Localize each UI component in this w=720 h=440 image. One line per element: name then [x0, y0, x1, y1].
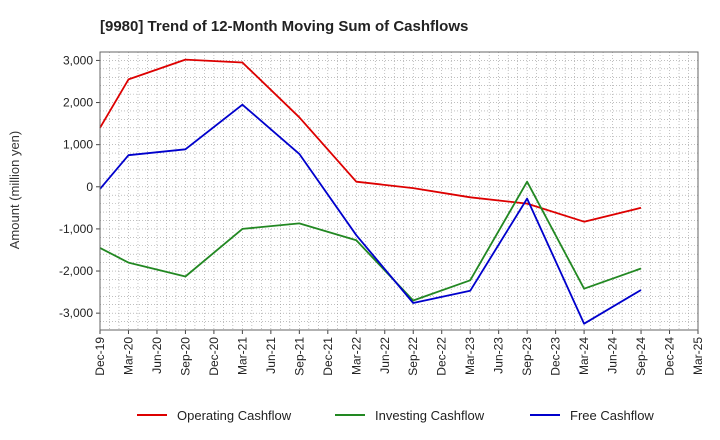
y-tick-label: -2,000 — [59, 264, 93, 278]
x-tick-label: Dec-24 — [663, 337, 677, 376]
chart-title: [9980] Trend of 12-Month Moving Sum of C… — [100, 18, 468, 35]
grid-lines — [99, 51, 699, 331]
series-line-operating-cashflow — [99, 58, 642, 223]
x-tick-label: Dec-23 — [549, 337, 563, 376]
x-tick-label: Sep-20 — [178, 337, 192, 376]
legend-label-investing-cashflow: Investing Cashflow — [375, 408, 485, 423]
series-line-free-cashflow — [99, 103, 642, 325]
x-tick-label: Sep-23 — [520, 337, 534, 376]
x-tick-label: Jun-24 — [606, 337, 620, 374]
x-tick-label: Jun-23 — [492, 337, 506, 374]
x-tick-label: Dec-19 — [93, 337, 107, 376]
plot-frame — [99, 51, 699, 331]
y-tick-label: 0 — [86, 180, 93, 194]
y-tick-label: -1,000 — [59, 222, 93, 236]
x-tick-label: Jun-21 — [264, 337, 278, 374]
legend-label-operating-cashflow: Operating Cashflow — [177, 408, 292, 423]
x-tick-label: Mar-22 — [349, 337, 363, 375]
x-tick-label: Sep-21 — [292, 337, 306, 376]
legend: Operating Cashflow Investing Cashflow Free… — [137, 408, 654, 423]
x-tick-label: Mar-20 — [121, 337, 135, 375]
series-line-investing-cashflow — [99, 180, 642, 302]
legend-label-free-cashflow: Free Cashflow — [570, 408, 654, 423]
series-lines — [99, 58, 642, 325]
y-axis-label: Amount (million yen) — [7, 131, 22, 250]
y-axis-ticks: 3,000 2,000 1,000 0 -1,000 -2,000 -3,000 — [59, 53, 100, 320]
x-tick-label: Mar-21 — [235, 337, 249, 375]
y-tick-label: 2,000 — [63, 96, 93, 110]
x-tick-label: Jun-20 — [150, 337, 164, 374]
x-tick-label: Mar-23 — [463, 337, 477, 375]
x-tick-label: Dec-22 — [435, 337, 449, 376]
y-tick-label: 3,000 — [63, 53, 93, 67]
y-tick-label: 1,000 — [63, 138, 93, 152]
x-tick-label: Sep-22 — [406, 337, 420, 376]
y-tick-label: -3,000 — [59, 306, 93, 320]
x-axis-ticks: Dec-19 Mar-20 Jun-20 Sep-20 Dec-20 Mar-21 Jun-… — [93, 330, 705, 376]
x-tick-label: Dec-20 — [207, 337, 221, 376]
x-tick-label: Mar-24 — [577, 337, 591, 375]
x-tick-label: Dec-21 — [321, 337, 335, 376]
x-tick-label: Mar-25 — [691, 337, 705, 375]
x-tick-label: Jun-22 — [378, 337, 392, 374]
x-tick-label: Sep-24 — [634, 337, 648, 376]
